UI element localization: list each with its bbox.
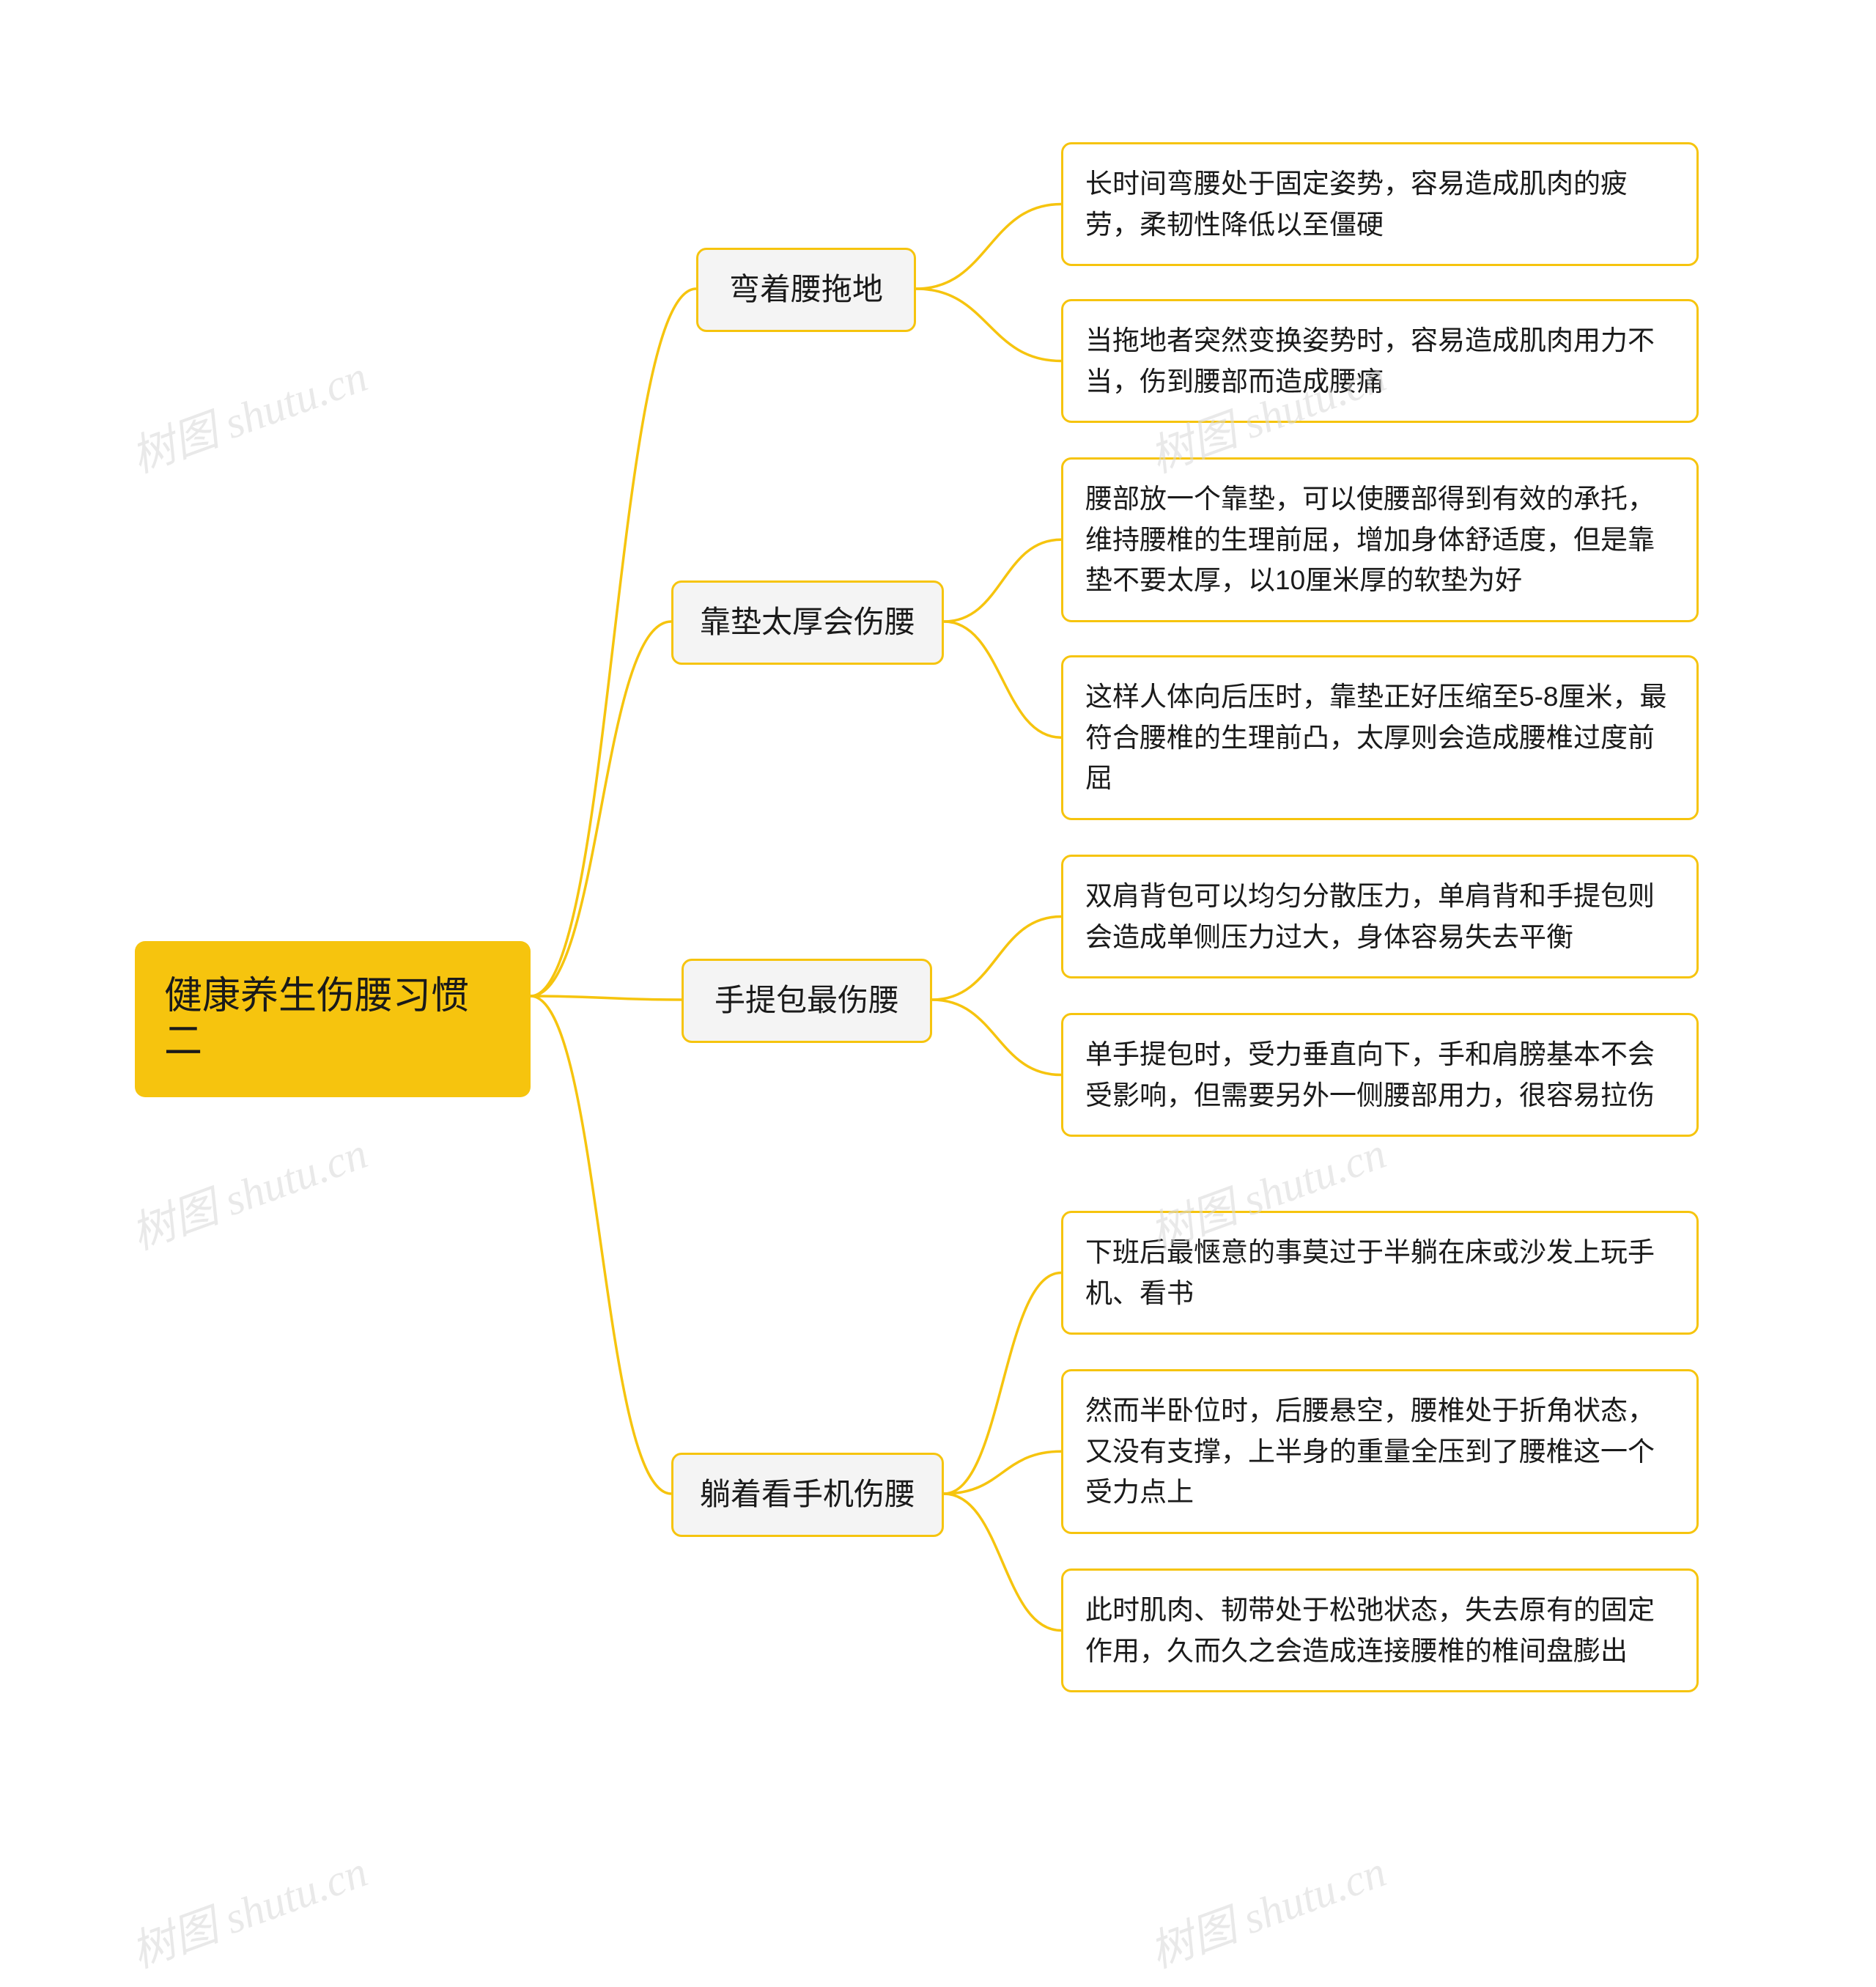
leaf-node[interactable]: 单手提包时，受力垂直向下，手和肩膀基本不会受影响，但需要另外一侧腰部用力，很容易… bbox=[1061, 1013, 1699, 1137]
leaf-text: 腰部放一个靠垫，可以使腰部得到有效的承托，维持腰椎的生理前屈，增加身体舒适度，但… bbox=[1085, 479, 1674, 601]
branch-node[interactable]: 靠垫太厚会伤腰 bbox=[671, 580, 944, 665]
root-node[interactable]: 健康养生伤腰习惯二 bbox=[135, 941, 531, 1097]
leaf-node[interactable]: 此时肌肉、韧带处于松弛状态，失去原有的固定作用，久而久之会造成连接腰椎的椎间盘膨… bbox=[1061, 1568, 1699, 1692]
branch-label: 靠垫太厚会伤腰 bbox=[700, 603, 915, 642]
branch-node[interactable]: 手提包最伤腰 bbox=[682, 959, 932, 1043]
watermark: 树图 shutu.cn bbox=[121, 1836, 374, 1980]
leaf-node[interactable]: 双肩背包可以均匀分散压力，单肩背和手提包则会造成单侧压力过大，身体容易失去平衡 bbox=[1061, 855, 1699, 978]
leaf-text: 长时间弯腰处于固定姿势，容易造成肌肉的疲劳，柔韧性降低以至僵硬 bbox=[1085, 163, 1674, 245]
watermark: 树图 shutu.cn bbox=[1140, 1836, 1393, 1980]
leaf-text: 下班后最惬意的事莫过于半躺在床或沙发上玩手机、看书 bbox=[1085, 1232, 1674, 1313]
watermark: 树图 shutu.cn bbox=[121, 1118, 374, 1262]
leaf-text: 当拖地者突然变换姿势时，容易造成肌肉用力不当，伤到腰部而造成腰痛 bbox=[1085, 320, 1674, 402]
leaf-node[interactable]: 腰部放一个靠垫，可以使腰部得到有效的承托，维持腰椎的生理前屈，增加身体舒适度，但… bbox=[1061, 457, 1699, 622]
branch-label: 弯着腰拖地 bbox=[729, 270, 883, 309]
leaf-text: 然而半卧位时，后腰悬空，腰椎处于折角状态，又没有支撑，上半身的重量全压到了腰椎这… bbox=[1085, 1390, 1674, 1513]
leaf-node[interactable]: 下班后最惬意的事莫过于半躺在床或沙发上玩手机、看书 bbox=[1061, 1211, 1699, 1335]
leaf-node[interactable]: 这样人体向后压时，靠垫正好压缩至5-8厘米，最符合腰椎的生理前凸，太厚则会造成腰… bbox=[1061, 655, 1699, 820]
leaf-node[interactable]: 长时间弯腰处于固定姿势，容易造成肌肉的疲劳，柔韧性降低以至僵硬 bbox=[1061, 142, 1699, 266]
leaf-text: 双肩背包可以均匀分散压力，单肩背和手提包则会造成单侧压力过大，身体容易失去平衡 bbox=[1085, 876, 1674, 957]
leaf-node[interactable]: 然而半卧位时，后腰悬空，腰椎处于折角状态，又没有支撑，上半身的重量全压到了腰椎这… bbox=[1061, 1369, 1699, 1534]
branch-node[interactable]: 弯着腰拖地 bbox=[696, 248, 916, 332]
watermark: 树图 shutu.cn bbox=[121, 341, 374, 485]
branch-label: 手提包最伤腰 bbox=[714, 981, 899, 1020]
leaf-text: 单手提包时，受力垂直向下，手和肩膀基本不会受影响，但需要另外一侧腰部用力，很容易… bbox=[1085, 1034, 1674, 1116]
root-label: 健康养生伤腰习惯二 bbox=[164, 973, 501, 1065]
branch-node[interactable]: 躺着看手机伤腰 bbox=[671, 1453, 944, 1537]
branch-label: 躺着看手机伤腰 bbox=[700, 1475, 915, 1514]
leaf-text: 这样人体向后压时，靠垫正好压缩至5-8厘米，最符合腰椎的生理前凸，太厚则会造成腰… bbox=[1085, 677, 1674, 799]
leaf-node[interactable]: 当拖地者突然变换姿势时，容易造成肌肉用力不当，伤到腰部而造成腰痛 bbox=[1061, 299, 1699, 423]
leaf-text: 此时肌肉、韧带处于松弛状态，失去原有的固定作用，久而久之会造成连接腰椎的椎间盘膨… bbox=[1085, 1590, 1674, 1671]
